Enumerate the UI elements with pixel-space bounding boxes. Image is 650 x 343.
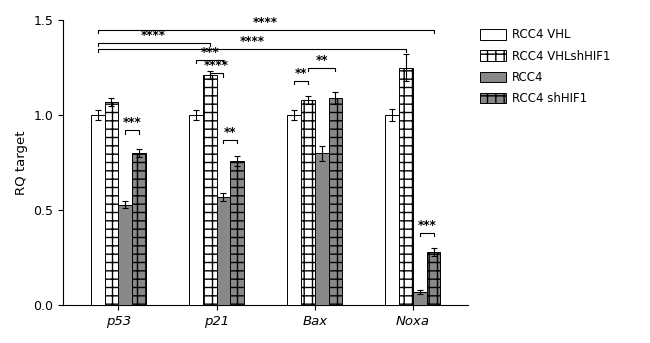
Text: ****: **** — [239, 35, 265, 48]
Bar — [315, 153, 328, 305]
Bar — [399, 68, 413, 305]
Bar — [105, 102, 118, 305]
Bar — [413, 292, 427, 305]
Text: ****: **** — [204, 59, 229, 72]
Bar — [230, 161, 244, 305]
Text: **: ** — [224, 126, 237, 139]
Bar — [301, 100, 315, 305]
Text: ***: *** — [123, 116, 142, 129]
Bar — [118, 204, 132, 305]
Text: **: ** — [294, 67, 307, 80]
Bar — [203, 75, 216, 305]
Bar — [132, 153, 146, 305]
Text: ****: **** — [253, 16, 278, 28]
Text: ***: *** — [200, 46, 219, 59]
Y-axis label: RQ target: RQ target — [15, 130, 28, 195]
Bar — [91, 115, 105, 305]
Bar — [216, 197, 230, 305]
Bar — [427, 252, 441, 305]
Bar — [287, 115, 301, 305]
Text: ***: *** — [417, 219, 436, 232]
Legend: RCC4 VHL, RCC4 VHLshHIF1, RCC4, RCC4 shHIF1: RCC4 VHL, RCC4 VHLshHIF1, RCC4, RCC4 shH… — [478, 26, 613, 107]
Bar — [328, 98, 343, 305]
Text: ****: **** — [141, 29, 166, 42]
Text: **: ** — [315, 54, 328, 67]
Bar — [189, 115, 203, 305]
Bar — [385, 115, 399, 305]
